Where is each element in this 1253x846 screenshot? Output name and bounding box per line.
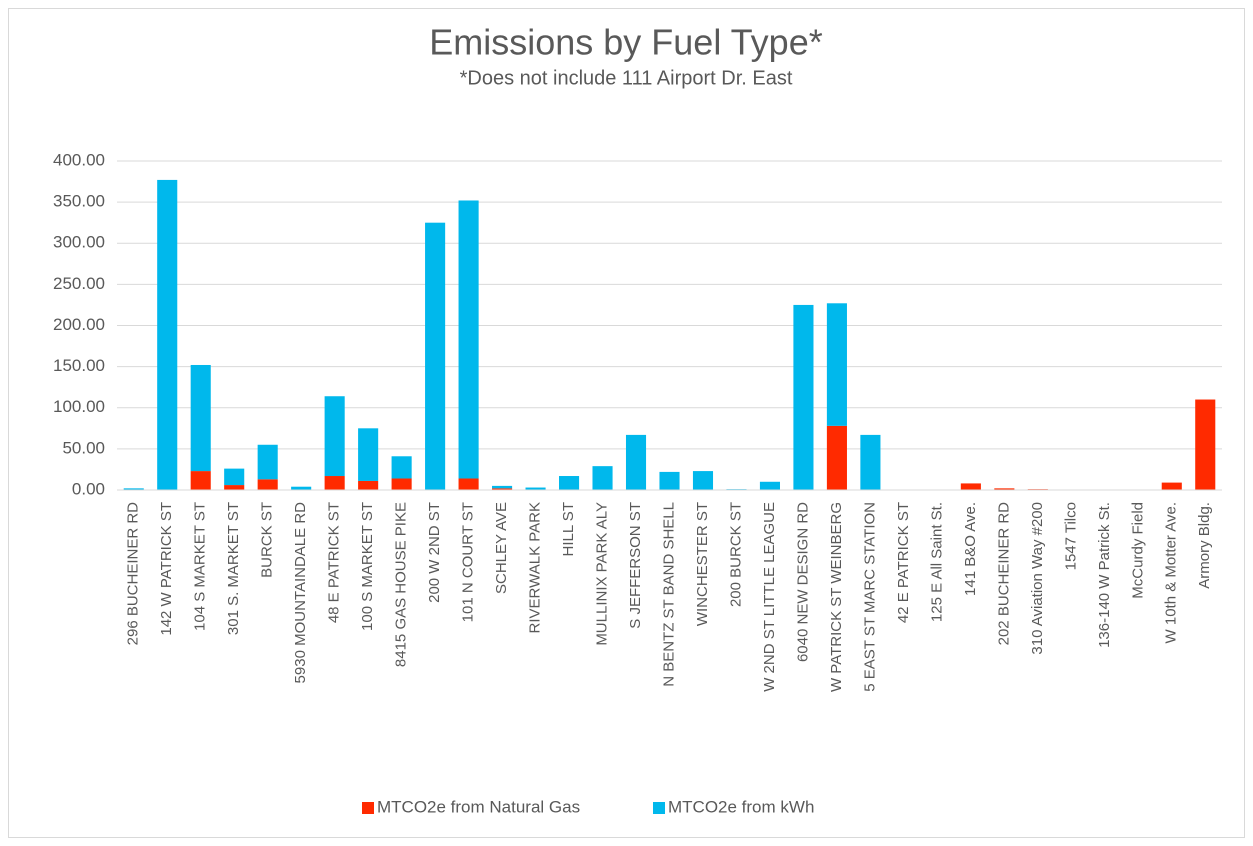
x-tick-label: 301 S. MARKET ST — [225, 502, 242, 635]
x-tick-label: WINCHESTER ST — [694, 502, 711, 626]
bar-segment — [425, 222, 446, 490]
x-tick-label: 141 B&O Ave. — [962, 502, 979, 596]
bar-segment — [525, 487, 546, 490]
x-tick-label: S JEFFERSON ST — [627, 502, 644, 629]
y-tick-label: 150.00 — [53, 356, 105, 375]
x-tick-label: SCHLEY AVE — [493, 502, 510, 594]
y-tick-label: 350.00 — [53, 192, 105, 211]
legend-label: MTCO2e from Natural Gas — [377, 797, 580, 816]
x-tick-label: HILL ST — [560, 502, 577, 556]
x-tick-label: 125 E All Saint St. — [928, 502, 945, 622]
bar-segment — [190, 364, 211, 472]
legend-label: MTCO2e from kWh — [668, 797, 814, 816]
x-tick-label: W 10th & Motter Ave. — [1163, 502, 1180, 643]
chart-subtitle: *Does not include 111 Airport Dr. East — [460, 67, 793, 89]
y-tick-label: 200.00 — [53, 315, 105, 334]
bar-segment — [257, 479, 278, 490]
chart-border — [8, 8, 1245, 838]
y-tick-label: 300.00 — [53, 233, 105, 252]
x-tick-label: 8415 GAS HOUSE PIKE — [393, 502, 410, 667]
bar-segment — [592, 466, 613, 490]
bar-segment — [224, 485, 245, 490]
bar-segment — [123, 488, 144, 490]
x-tick-label: 296 BUCHEINER RD — [125, 502, 142, 646]
bar-segment — [1161, 482, 1182, 490]
y-tick-label: 100.00 — [53, 397, 105, 416]
bar-segment — [759, 481, 780, 490]
x-tick-label: 5 EAST ST MARC STATION — [861, 502, 878, 692]
bar-segment — [994, 488, 1015, 490]
legend-swatch — [653, 802, 665, 814]
x-tick-label: 1547 Tilco — [1062, 502, 1079, 570]
x-tick-label: MULLINIX PARK ALY — [593, 502, 610, 646]
bar-segment — [257, 444, 278, 480]
bar-segment — [391, 456, 412, 479]
bar-segment — [358, 480, 379, 490]
x-tick-label: 42 E PATRICK ST — [895, 502, 912, 623]
bar-segment — [324, 476, 345, 490]
bar-segment — [291, 486, 312, 490]
bar-segment — [190, 471, 211, 490]
bar-segment — [826, 425, 847, 490]
x-tick-label: 142 W PATRICK ST — [158, 502, 175, 636]
x-tick-label: Armory Bldg. — [1196, 502, 1213, 589]
bar-segment — [358, 428, 379, 481]
x-tick-label: 101 N COURT ST — [460, 502, 477, 622]
x-tick-label: 202 BUCHEINER RD — [995, 502, 1012, 646]
x-tick-label: W 2ND ST LITTLE LEAGUE — [761, 502, 778, 692]
x-tick-label: 5930 MOUNTAINDALE RD — [292, 502, 309, 684]
chart-title: Emissions by Fuel Type* — [429, 22, 823, 63]
bar-segment — [458, 200, 479, 479]
x-tick-label: 200 W 2ND ST — [426, 502, 443, 603]
bar-segment — [157, 179, 178, 491]
x-tick-label: 104 S MARKET ST — [192, 502, 209, 631]
x-tick-label: N BENTZ ST BAND SHELL — [660, 502, 677, 687]
bar-segment — [1195, 399, 1216, 490]
x-tick-label: 6040 NEW DESIGN RD — [794, 502, 811, 662]
x-tick-label: BURCK ST — [259, 502, 276, 578]
x-tick-label: W PATRICK ST WEINBERG — [828, 502, 845, 692]
bar-segment — [492, 488, 513, 490]
y-tick-label: 400.00 — [53, 150, 105, 169]
bar-segment — [625, 434, 647, 490]
legend-swatch — [362, 802, 374, 814]
y-tick-label: 0.00 — [72, 479, 105, 498]
bar-segment — [826, 303, 847, 426]
x-tick-label: 100 S MARKET ST — [359, 502, 376, 631]
x-tick-label: McCurdy Field — [1129, 502, 1146, 599]
x-tick-label: 200 BURCK ST — [727, 502, 744, 607]
bar-segment — [458, 478, 479, 490]
y-tick-label: 50.00 — [62, 438, 105, 457]
x-tick-label: RIVERWALK PARK — [527, 502, 544, 633]
bar-segment — [324, 396, 345, 477]
bar-segment — [659, 471, 680, 490]
bar-segment — [692, 471, 714, 490]
bar-segment — [224, 468, 245, 486]
bar-segment — [960, 483, 981, 490]
bar-segment — [492, 485, 513, 489]
bar-segment — [559, 476, 580, 490]
x-tick-label: 136-140 W Patrick St. — [1096, 502, 1113, 648]
bar-segment — [793, 304, 814, 490]
y-tick-label: 250.00 — [53, 274, 105, 293]
bar-segment — [860, 434, 881, 490]
x-tick-label: 310 Aviation Way #200 — [1029, 502, 1046, 655]
x-tick-label: 48 E PATRICK ST — [326, 502, 343, 623]
bar-segment — [391, 478, 412, 490]
